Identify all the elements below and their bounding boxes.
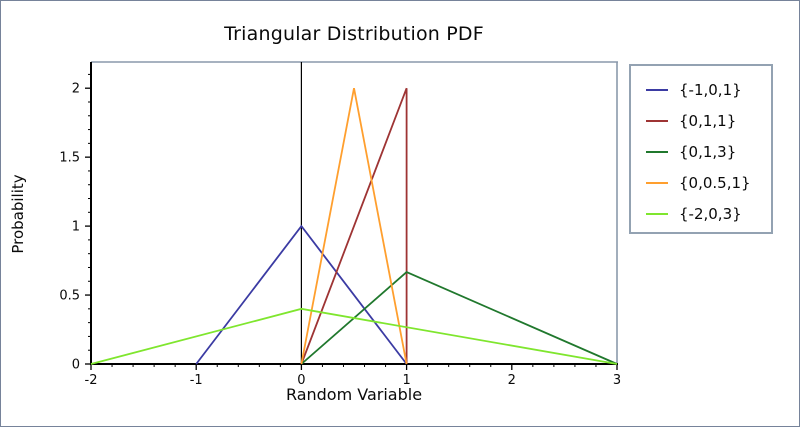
y-tick-label: 2	[72, 82, 80, 97]
series-line	[195, 224, 408, 365]
legend-swatch-line	[646, 119, 668, 122]
x-tick-label: 3	[613, 373, 621, 388]
legend-swatch-line	[646, 150, 668, 153]
y-tick-label: 1.5	[59, 151, 80, 166]
legend-label: {0,1,1}	[679, 111, 737, 130]
legend: {-1,0,1} {0,1,1} {0,1,3} {0,0.5,1} {-2,0,3}	[629, 64, 773, 234]
x-tick-label: 2	[508, 373, 516, 388]
y-tick-label: 1	[72, 220, 80, 235]
y-axis-label: Probability	[9, 174, 27, 254]
series-line	[300, 88, 408, 365]
legend-entry: {-1,0,1}	[631, 74, 771, 105]
series-line	[90, 307, 618, 365]
x-tick-label: -1	[190, 373, 203, 388]
legend-entry: {0,1,1}	[631, 105, 771, 136]
x-tick-label: 0	[297, 373, 305, 388]
legend-entry: {0,0.5,1}	[631, 167, 771, 198]
legend-swatch-line	[646, 88, 668, 91]
legend-entry: {-2,0,3}	[631, 198, 771, 229]
x-tick-label: -2	[85, 373, 98, 388]
legend-label: {0,0.5,1}	[679, 173, 751, 192]
y-tick-label: 0	[72, 358, 80, 373]
legend-swatch-line	[646, 212, 668, 215]
legend-entry: {0,1,3}	[631, 136, 771, 167]
legend-swatch-line	[646, 181, 668, 184]
y-tick-label: 0.5	[59, 289, 80, 304]
x-axis-label: Random Variable	[285, 385, 423, 404]
x-tick-label: 1	[402, 373, 410, 388]
series-line	[300, 271, 618, 365]
legend-label: {-1,0,1}	[679, 80, 742, 99]
legend-label: {0,1,3}	[679, 142, 737, 161]
series-line	[300, 87, 408, 365]
chart-title: Triangular Distribution PDF	[224, 23, 484, 45]
legend-label: {-2,0,3}	[679, 204, 742, 223]
